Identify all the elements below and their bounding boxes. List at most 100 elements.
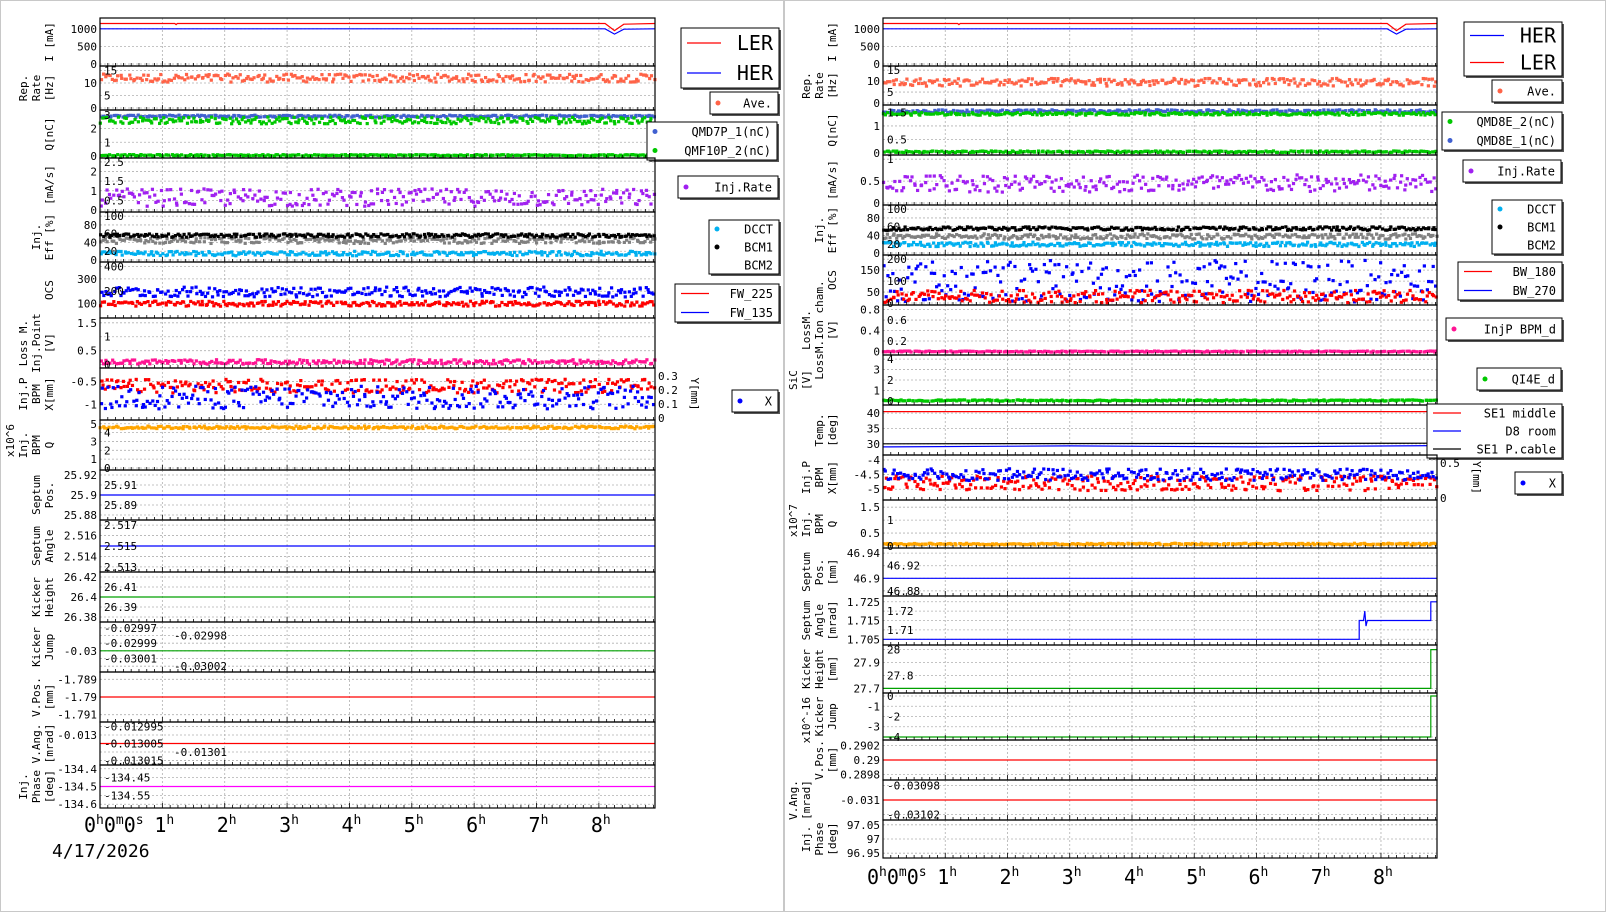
data-point (627, 74, 630, 77)
data-point (623, 291, 626, 294)
y-axis-label: X[mm] (43, 377, 56, 410)
data-point (562, 117, 565, 120)
data-point (311, 295, 314, 298)
data-point (506, 359, 509, 362)
data-point (358, 398, 361, 401)
data-point (279, 293, 282, 296)
data-point (187, 116, 190, 119)
data-point (389, 117, 392, 120)
data-point (146, 300, 149, 303)
data-point (252, 304, 255, 307)
data-point (650, 74, 653, 77)
data-point (477, 201, 480, 204)
data-point (301, 251, 304, 254)
y-tick-label: 20 (104, 245, 117, 258)
data-point (416, 73, 419, 76)
data-point (275, 75, 278, 78)
data-point (389, 239, 392, 242)
data-point (501, 405, 504, 408)
data-point (511, 303, 514, 306)
data-point (292, 287, 295, 290)
data-point (541, 361, 544, 364)
data-point (230, 235, 233, 238)
data-point (391, 235, 394, 238)
data-point (159, 73, 162, 76)
data-point (372, 404, 375, 407)
data-point (252, 241, 255, 244)
data-point (378, 116, 381, 119)
data-point (498, 384, 501, 387)
data-point (620, 288, 623, 291)
data-point (571, 253, 574, 256)
data-point (231, 254, 234, 257)
data-point (295, 76, 298, 79)
data-point (419, 394, 422, 397)
data-point (613, 122, 616, 125)
legend: QMD7P_1(nC)QMF10P_2(nC) (647, 122, 779, 162)
data-point (229, 385, 232, 388)
data-point (200, 114, 203, 117)
data-point (544, 80, 547, 83)
data-point (597, 294, 600, 297)
data-point (303, 202, 306, 205)
data-point (610, 234, 613, 237)
data-point (552, 360, 555, 363)
data-point (479, 402, 482, 405)
data-point (243, 294, 246, 297)
data-point (278, 397, 281, 400)
data-point (145, 191, 148, 194)
data-point (265, 387, 268, 390)
data-point (101, 384, 104, 387)
data-point (189, 252, 192, 255)
data-point (488, 291, 491, 294)
data-point (325, 191, 328, 194)
data-point (619, 77, 622, 80)
data-point (458, 190, 461, 193)
data-point (327, 399, 330, 402)
data-point (208, 287, 211, 290)
data-point (210, 238, 213, 241)
data-point (106, 378, 109, 381)
data-point (496, 118, 499, 121)
data-point (475, 153, 478, 156)
data-point (264, 300, 267, 303)
data-point (283, 292, 286, 295)
data-point (523, 399, 526, 402)
y-tick-label: 0 (104, 359, 111, 372)
data-point (173, 360, 176, 363)
data-point (121, 122, 124, 125)
y-tick-label: 0.5 (104, 194, 124, 207)
data-point (371, 116, 374, 119)
data-point (402, 360, 405, 363)
data-point (610, 286, 613, 289)
data-point (524, 153, 527, 156)
data-point (387, 251, 390, 254)
data-point (475, 385, 478, 388)
data-point (143, 388, 146, 391)
data-point (421, 427, 424, 430)
data-point (383, 362, 386, 365)
data-point (304, 235, 307, 238)
data-point (517, 389, 520, 392)
legend-label: DCCT (744, 222, 773, 236)
legend-label: FW_135 (730, 306, 773, 320)
data-point (362, 362, 365, 365)
data-point (564, 289, 567, 292)
data-point (154, 295, 157, 298)
data-point (224, 118, 227, 121)
data-point (169, 188, 172, 191)
data-point (240, 235, 243, 238)
data-point (584, 235, 587, 238)
data-point (544, 120, 547, 123)
data-point (212, 379, 215, 382)
right-y-tick-label: 0 (658, 412, 665, 425)
data-point (465, 405, 468, 408)
data-point (128, 362, 131, 365)
data-point (482, 117, 485, 120)
data-point (616, 80, 619, 83)
data-point (540, 250, 543, 253)
data-point (349, 287, 352, 290)
data-point (199, 236, 202, 239)
data-point (617, 120, 620, 123)
